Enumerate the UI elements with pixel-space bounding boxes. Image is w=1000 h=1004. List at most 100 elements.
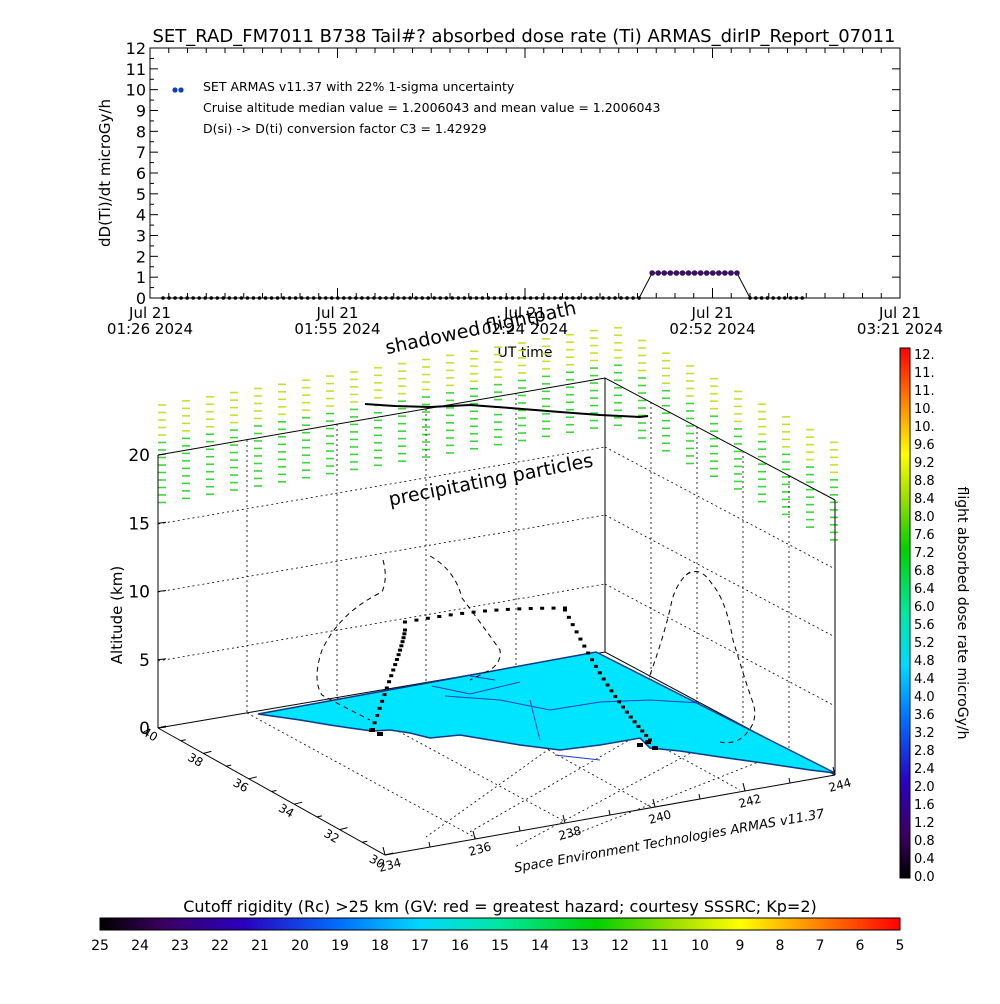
shadow-path-far-left [649,571,691,676]
map-road [444,695,701,711]
dose-rate-colorbar-tick: 8.4 [914,492,935,507]
latitude-tick-mark [248,776,257,780]
altitude-tick-label: 20 [128,446,150,466]
dose-rate-point [474,296,479,300]
dose-rate-point [516,296,521,300]
airport-marker [369,728,375,732]
flight-track-point [632,720,637,724]
dose-rate-point [185,296,189,300]
latitude-tick-label: 34 [276,801,296,821]
dose-rate-point [408,296,412,300]
latitude-minor-tick [362,840,368,843]
dose-rate-point [565,296,569,300]
flight-track-point [601,677,606,681]
latitude-tick-mark [294,801,303,805]
cutoff-rigidity-tick: 12 [611,938,629,954]
dose-rate-point [649,270,655,276]
dose-rate-point [354,296,358,300]
ocean-map-region [257,651,836,774]
dose-rate-point [402,296,406,300]
dose-rate-colorbar-tick: 8.0 [914,510,935,525]
flight-track-point [398,648,403,652]
dose-rate-point [378,296,382,300]
dose-rate-point [697,270,704,276]
cutoff-rigidity-tick: 13 [571,938,589,954]
flight-track-point [563,608,567,612]
gridline [157,446,606,525]
dose-rate-point [317,296,322,300]
dose-rate-colorbar-tick: 2.4 [914,762,935,777]
flight-track-point [448,613,453,617]
dose-rate-point [432,296,437,300]
legend-line-series: SET ARMAS v11.37 with 22% 1-sigma uncert… [203,79,515,94]
dose-rate-series-line [163,272,803,299]
flight-track-point [396,653,401,657]
dose-rate-colorbar-tick: 5.6 [914,618,935,633]
flight-track-point [414,618,419,622]
cutoff-rigidity-tick: 16 [451,938,469,954]
dose-rate-colorbar-tick: 9.6 [914,438,935,453]
flight-track-point [425,616,430,620]
dose-rate-point [655,270,662,276]
y-tick-label: 12 [126,39,146,58]
precipitating-particles-label: precipitating particles [387,449,595,510]
dose-rate-point [504,296,509,300]
latitude-tick-label: 30 [367,852,387,872]
flight-track-point [375,713,380,717]
flight-track-point [382,693,387,697]
floor-gridline [336,697,565,822]
dose-rate-colorbar-tick: 5.2 [914,636,935,651]
dose-rate-point [305,296,310,300]
dose-rate-point [734,270,740,276]
y-tick-label: 9 [136,102,146,121]
dose-rate-point [728,270,734,276]
x-tick-date: Jul 21 [316,304,359,322]
flight-track-point [597,671,602,675]
dose-rate-point [191,296,195,300]
shadow-path-far-right [685,571,756,744]
dose-rate-point [173,296,177,300]
dose-rate-point [722,270,728,276]
dose-rate-colorbar-tick: 11. [914,366,935,381]
dose-rate-y-label: dD(Ti)/dt microGy/h [96,99,114,247]
flight-track-point [593,664,598,668]
flight-track-point [372,721,377,725]
map-road [529,699,541,741]
latitude-minor-tick [226,764,232,767]
dose-rate-point [589,296,593,300]
latitude-tick-label: 38 [185,750,205,770]
dose-rate-point [269,296,274,300]
dose-rate-point [492,296,497,300]
dose-rate-colorbar-strip [899,347,911,879]
dose-rate-point [552,296,557,300]
y-tick-label: 11 [126,60,146,79]
cutoff-rigidity-tick: 20 [291,938,309,954]
dose-rate-point [703,270,710,276]
dose-rate-point [444,296,449,300]
shadowed-top-track [364,403,649,419]
dose-rate-point [510,296,515,300]
cutoff-rigidity-tick: 7 [816,938,825,954]
dose-rate-colorbar-tick: 7.2 [914,546,935,561]
airport-marker [645,740,651,744]
dose-rate-point [221,296,226,300]
longitude-tick-mark [652,798,656,808]
dose-rate-point [709,270,716,276]
map-inland-details [431,675,701,761]
flight-track-point [505,607,510,611]
x-tick-date: Jul 21 [691,304,734,322]
dose-rate-point [299,296,304,300]
dose-rate-point [601,296,605,300]
x-tick-time: 03:21 2024 [857,320,943,338]
flight-track-point [628,715,633,719]
figure-title: SET_RAD_FM7011 B738 Tail#? absorbed dose… [152,26,895,47]
dose-rate-point [360,296,364,300]
cutoff-rigidity-tick: 11 [651,938,669,954]
dose-rate-point [540,296,545,300]
flight-track-point [483,609,487,613]
